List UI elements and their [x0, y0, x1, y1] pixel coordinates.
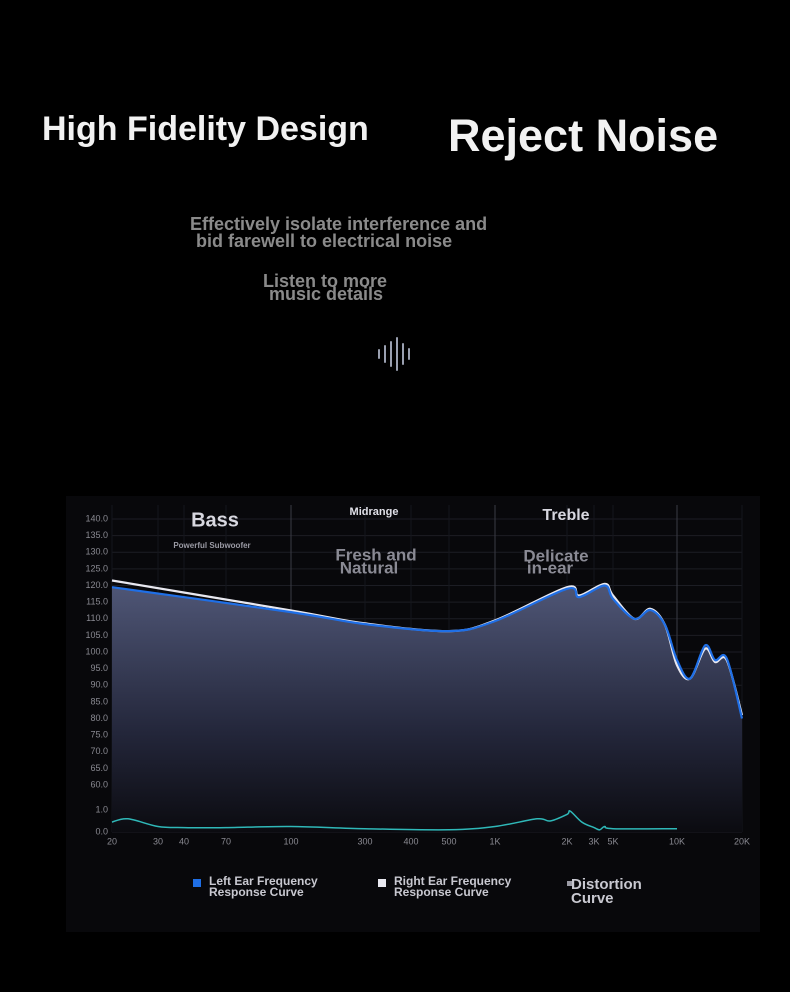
series-line: [111, 584, 744, 719]
annotation: Fresh and: [335, 545, 416, 564]
y-tick-label: 130.0: [85, 547, 108, 557]
annotation: Bass: [191, 509, 239, 531]
legend-swatch: [378, 879, 386, 887]
sound-icon: [378, 337, 410, 371]
x-tick-label: 100: [283, 836, 298, 846]
x-tick-label: 400: [403, 836, 418, 846]
response-area: [112, 585, 742, 832]
annotation: Powerful Subwoofer: [173, 541, 250, 550]
series-line: [111, 810, 678, 831]
y-tick-label: 0.0: [95, 826, 108, 836]
y-tick-label: 100.0: [85, 646, 108, 656]
tagline-line: music details: [269, 284, 384, 304]
y-tick-label: 120.0: [85, 580, 108, 590]
annotation: Natural: [340, 558, 399, 577]
legend-swatch: [193, 879, 201, 887]
annotation: Treble: [542, 507, 589, 524]
legend-label: Right Ear Frequency Response Curve: [394, 874, 512, 899]
x-tick-label: 10K: [669, 836, 685, 846]
y-tick-label: 75.0: [90, 730, 108, 740]
left-title: High Fidelity Design: [42, 110, 369, 148]
x-tick-label: 2K: [561, 836, 572, 846]
y-tick-label: 135.0: [85, 530, 108, 540]
y-tick-label: 140.0: [85, 513, 108, 523]
y-tick-label: 115.0: [86, 597, 108, 607]
annotation: Delicate: [523, 546, 588, 565]
y-tick-label: 105.0: [85, 630, 108, 640]
legend-label: Left Ear Frequency Response Curve: [209, 874, 318, 899]
annotation: Midrange: [350, 506, 399, 518]
y-tick-label: 110.0: [86, 613, 108, 623]
right-title: Reject Noise: [448, 110, 719, 161]
y-tick-label: 90.0: [90, 680, 108, 690]
x-tick-label: 20: [107, 836, 117, 846]
x-tick-label: 500: [441, 836, 456, 846]
annotation: in-ear: [527, 558, 574, 577]
y-tick-label: 125.0: [85, 563, 108, 573]
x-tick-label: 40: [179, 836, 189, 846]
y-tick-label: 65.0: [90, 763, 108, 773]
x-tick-label: 70: [221, 836, 231, 846]
y-tick-label: 85.0: [90, 696, 108, 706]
y-tick-label: 70.0: [90, 746, 108, 756]
tagline-line: Listen to more: [263, 271, 388, 291]
y-tick-label: 1.0: [95, 804, 108, 814]
x-tick-label: 30: [153, 836, 163, 846]
y-tick-label: 95.0: [90, 663, 108, 673]
x-tick-label: 300: [357, 836, 372, 846]
legend-label: Distortion Curve: [571, 876, 642, 907]
x-tick-label: 5K: [607, 836, 618, 846]
description-line: Effectively isolate interference and: [190, 214, 488, 234]
y-tick-label: 60.0: [90, 779, 108, 789]
y-tick-label: 80.0: [90, 713, 108, 723]
x-tick-label: 3K: [588, 836, 599, 846]
description-line: bid farewell to electrical noise: [196, 231, 453, 251]
x-tick-label: 20K: [734, 836, 750, 846]
legend-swatch: [567, 881, 572, 886]
x-tick-label: 1K: [489, 836, 500, 846]
